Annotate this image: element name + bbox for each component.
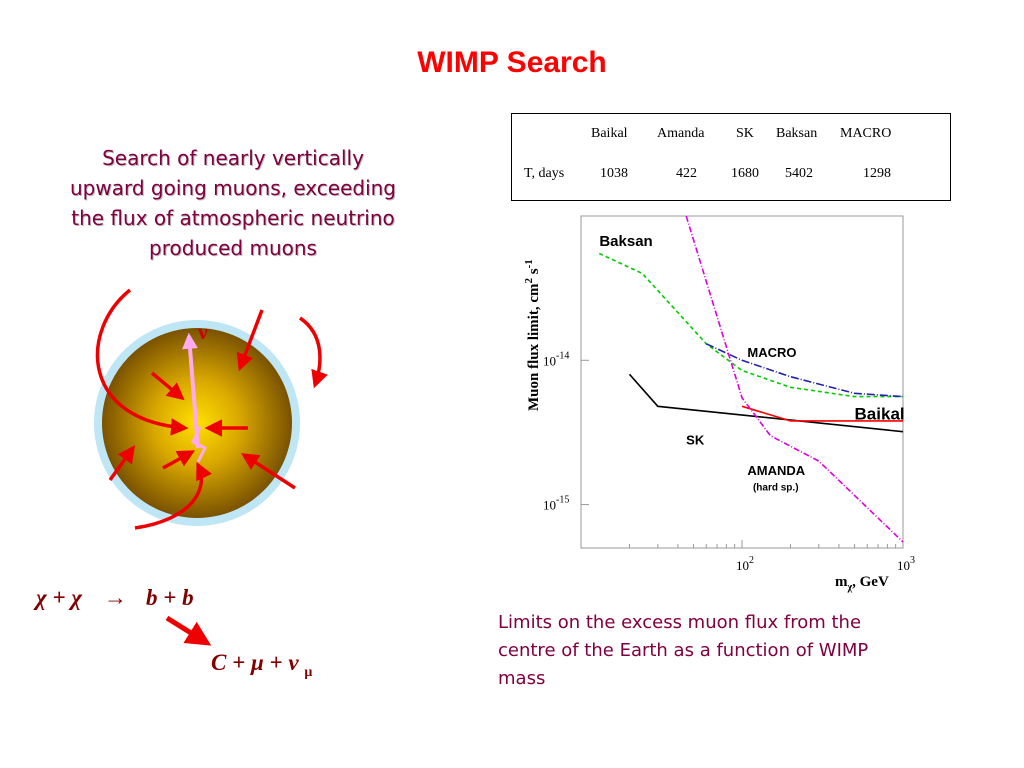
- y-axis-label: Muon flux limit, cm2 s-1: [523, 259, 542, 411]
- intro-text: Search of nearly vertically upward going…: [28, 143, 438, 263]
- intro-line: the flux of atmospheric neutrino: [71, 206, 395, 230]
- table-header-baksan: Baksan: [776, 126, 818, 141]
- chart-caption: Limits on the excess muon flux from the …: [498, 609, 978, 693]
- x-tick-label: 103: [897, 555, 915, 573]
- plot-frame: [580, 215, 904, 549]
- series-line-macro: [705, 343, 904, 398]
- series-line-baksan: [598, 252, 903, 398]
- series-label-amanda: AMANDA: [747, 463, 805, 478]
- table-cell-macro: 1298: [863, 166, 891, 181]
- axis-ticks: 102 103 10-14 10-15: [543, 350, 915, 573]
- table-header-macro: MACRO: [840, 126, 892, 141]
- series-labels: Baksan MACRO SK Baikal AMANDA (hard sp.): [599, 233, 904, 494]
- intro-line: upward going muons, exceeding: [70, 176, 396, 200]
- table-header-amanda: Amanda: [657, 126, 705, 141]
- table-header-baikal: Baikal: [591, 126, 628, 141]
- slide-title: WIMP Search: [417, 46, 607, 79]
- series-label-macro: MACRO: [747, 345, 796, 360]
- x-tick-label: 102: [736, 555, 754, 573]
- caption-line: Limits on the excess muon flux from the: [498, 612, 862, 633]
- series-sublabel-amanda: (hard sp.): [753, 483, 799, 494]
- exposure-table: Baikal Amanda SK Baksan MACRO T, days 10…: [511, 113, 951, 201]
- y-tick-label: 10-15: [543, 495, 569, 513]
- table-cell-sk: 1680: [731, 166, 759, 181]
- series-line-amanda: [685, 215, 904, 543]
- y-tick-label: 10-14: [543, 350, 569, 368]
- caption-line: centre of the Earth as a function of WIM…: [498, 640, 869, 661]
- table-header-sk: SK: [736, 126, 754, 141]
- series-label-sk: SK: [686, 433, 705, 448]
- table-cell-baikal: 1038: [600, 166, 628, 181]
- series-layer: [598, 215, 904, 543]
- x-axis-label: mχ, GeV: [835, 574, 889, 593]
- caption-line: mass: [498, 668, 546, 689]
- table-row-label: T, days: [524, 166, 565, 181]
- series-label-baikal: Baikal: [855, 404, 905, 423]
- series-line-sk: [628, 373, 904, 433]
- intro-line: produced muons: [149, 236, 317, 260]
- table-cell-amanda: 422: [676, 166, 697, 181]
- table-cell-baksan: 5402: [785, 166, 813, 181]
- series-line-baikal: [741, 405, 903, 422]
- intro-line: Search of nearly vertically: [102, 146, 364, 170]
- series-label-baksan: Baksan: [599, 233, 652, 250]
